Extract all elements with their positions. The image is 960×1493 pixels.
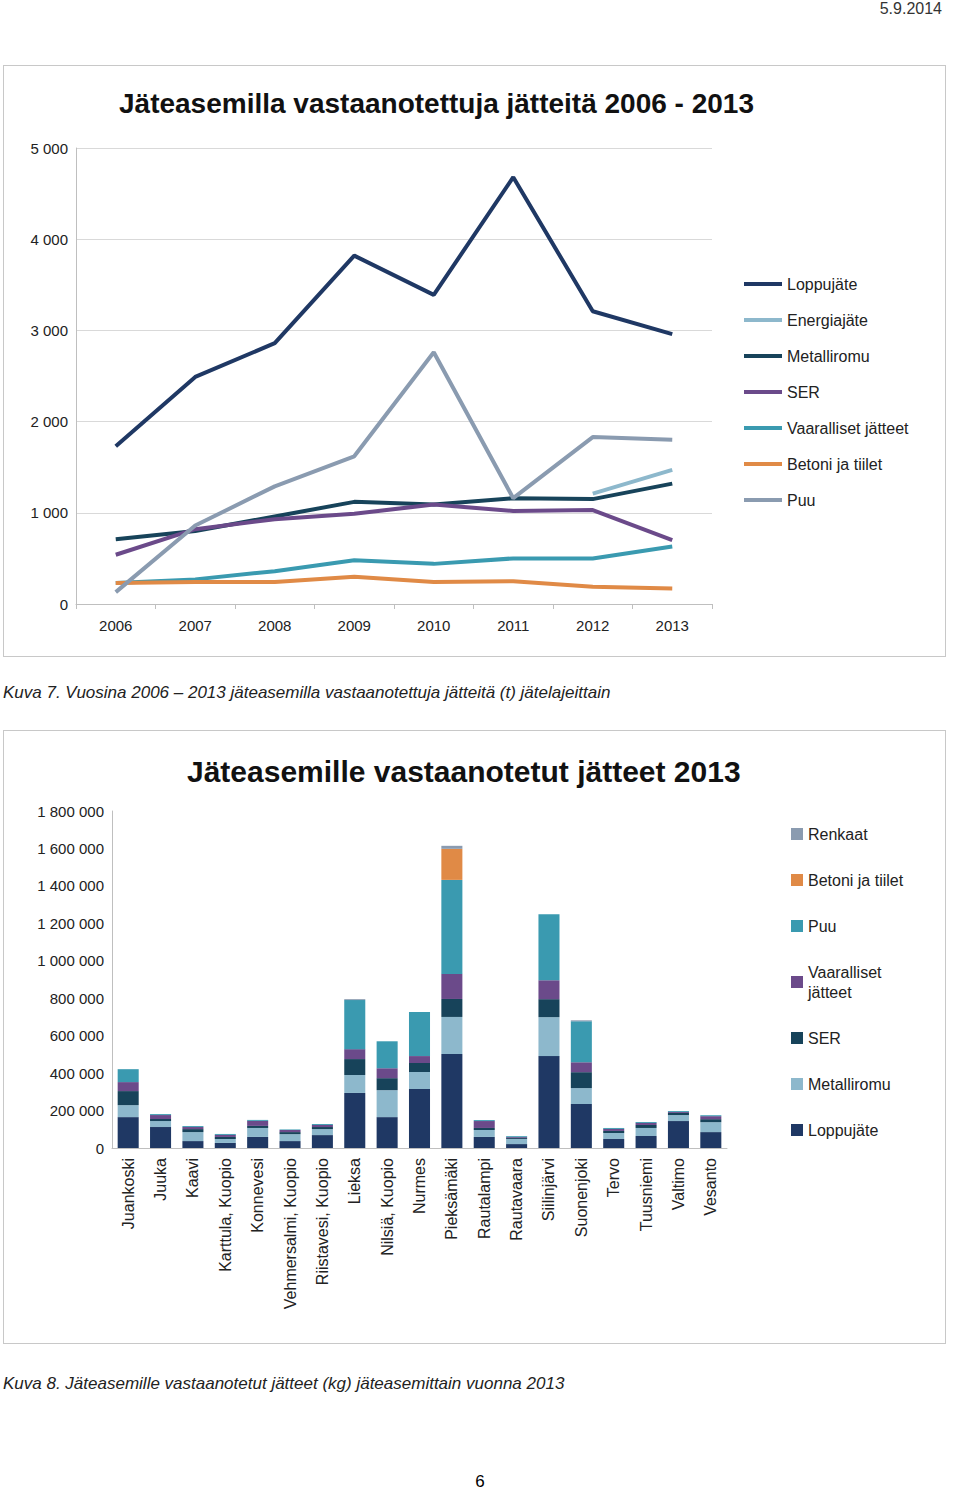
svg-text:2012: 2012: [576, 617, 609, 634]
svg-text:Jäteasemille vastaanotetut jät: Jäteasemille vastaanotetut jätteet 2013: [187, 755, 741, 788]
svg-text:1 800 000: 1 800 000: [37, 803, 104, 820]
svg-text:Kaavi: Kaavi: [184, 1158, 201, 1198]
svg-text:Siilinjärvi: Siilinjärvi: [540, 1158, 557, 1221]
svg-text:Nilsiä, Kuopio: Nilsiä, Kuopio: [379, 1158, 396, 1256]
svg-text:Betoni ja tiilet: Betoni ja tiilet: [808, 872, 904, 889]
svg-text:Pieksämäki: Pieksämäki: [443, 1158, 460, 1240]
svg-text:Konnevesi: Konnevesi: [249, 1158, 266, 1233]
svg-text:Renkaat: Renkaat: [808, 826, 868, 843]
svg-text:Lieksa: Lieksa: [346, 1158, 363, 1204]
svg-text:1 200 000: 1 200 000: [37, 915, 104, 932]
svg-text:Jäteasemilla vastaanotettuja j: Jäteasemilla vastaanotettuja jätteitä 20…: [119, 88, 754, 119]
svg-text:1 000 000: 1 000 000: [37, 952, 104, 969]
svg-text:800 000: 800 000: [50, 990, 104, 1007]
svg-text:0: 0: [60, 596, 68, 613]
svg-text:Juankoski: Juankoski: [120, 1158, 137, 1229]
svg-text:Rautavaara: Rautavaara: [508, 1158, 525, 1241]
svg-text:jätteet: jätteet: [807, 984, 852, 1001]
svg-text:1 600 000: 1 600 000: [37, 840, 104, 857]
svg-text:0: 0: [96, 1140, 104, 1157]
svg-text:Vesanto: Vesanto: [702, 1158, 719, 1216]
svg-text:2011: 2011: [497, 617, 529, 634]
svg-text:Suonenjoki: Suonenjoki: [573, 1158, 590, 1237]
svg-text:2007: 2007: [179, 617, 212, 634]
svg-text:2013: 2013: [656, 617, 689, 634]
svg-text:Vaaralliset jätteet: Vaaralliset jätteet: [787, 420, 909, 437]
html-text:6: 6: [475, 1472, 485, 1491]
html-text:Kuva 7. Vuosina 2006 – 2013 jä: Kuva 7. Vuosina 2006 – 2013 jäteasemilla…: [3, 683, 611, 702]
svg-text:Puu: Puu: [787, 492, 815, 509]
svg-text:200 000: 200 000: [50, 1102, 104, 1119]
svg-text:Riistavesi, Kuopio: Riistavesi, Kuopio: [314, 1158, 331, 1285]
svg-text:2009: 2009: [338, 617, 371, 634]
svg-text:Vaaralliset: Vaaralliset: [808, 964, 886, 981]
svg-text:1 000: 1 000: [30, 504, 68, 521]
svg-text:Loppujäte: Loppujäte: [787, 276, 857, 293]
svg-text:Juuka: Juuka: [152, 1158, 169, 1201]
svg-text:1 400 000: 1 400 000: [37, 877, 104, 894]
svg-text:Karttula, Kuopio: Karttula, Kuopio: [217, 1158, 234, 1272]
svg-text:Metalliromu: Metalliromu: [787, 348, 870, 365]
svg-text:2010: 2010: [417, 617, 450, 634]
svg-text:Metalliromu: Metalliromu: [808, 1076, 891, 1093]
svg-text:600 000: 600 000: [50, 1027, 104, 1044]
svg-text:Puu: Puu: [808, 918, 836, 935]
svg-text:400 000: 400 000: [50, 1065, 104, 1082]
svg-text:Rautalampi: Rautalampi: [476, 1158, 493, 1239]
svg-text:SER: SER: [808, 1030, 841, 1047]
svg-text:Loppujäte: Loppujäte: [808, 1122, 878, 1139]
html-text:Kuva 8. Jäteasemille vastaanot: Kuva 8. Jäteasemille vastaanotetut jätte…: [3, 1374, 565, 1393]
svg-text:2 000: 2 000: [30, 413, 68, 430]
svg-text:2006: 2006: [99, 617, 132, 634]
svg-text:SER: SER: [787, 384, 820, 401]
svg-text:Tuusniemi: Tuusniemi: [638, 1158, 655, 1231]
svg-text:4 000: 4 000: [30, 231, 68, 248]
svg-text:Betoni ja tiilet: Betoni ja tiilet: [787, 456, 883, 473]
html-text:5.9.2014: 5.9.2014: [879, 0, 942, 17]
svg-text:Nurmes: Nurmes: [411, 1158, 428, 1214]
svg-text:3 000: 3 000: [30, 322, 68, 339]
svg-text:5 000: 5 000: [30, 140, 68, 157]
svg-text:Valtimo: Valtimo: [670, 1158, 687, 1210]
svg-text:Vehmersalmi, Kuopio: Vehmersalmi, Kuopio: [282, 1158, 299, 1309]
svg-text:2008: 2008: [258, 617, 291, 634]
svg-text:Tervo: Tervo: [605, 1158, 622, 1197]
svg-text:Energiajäte: Energiajäte: [787, 312, 868, 329]
